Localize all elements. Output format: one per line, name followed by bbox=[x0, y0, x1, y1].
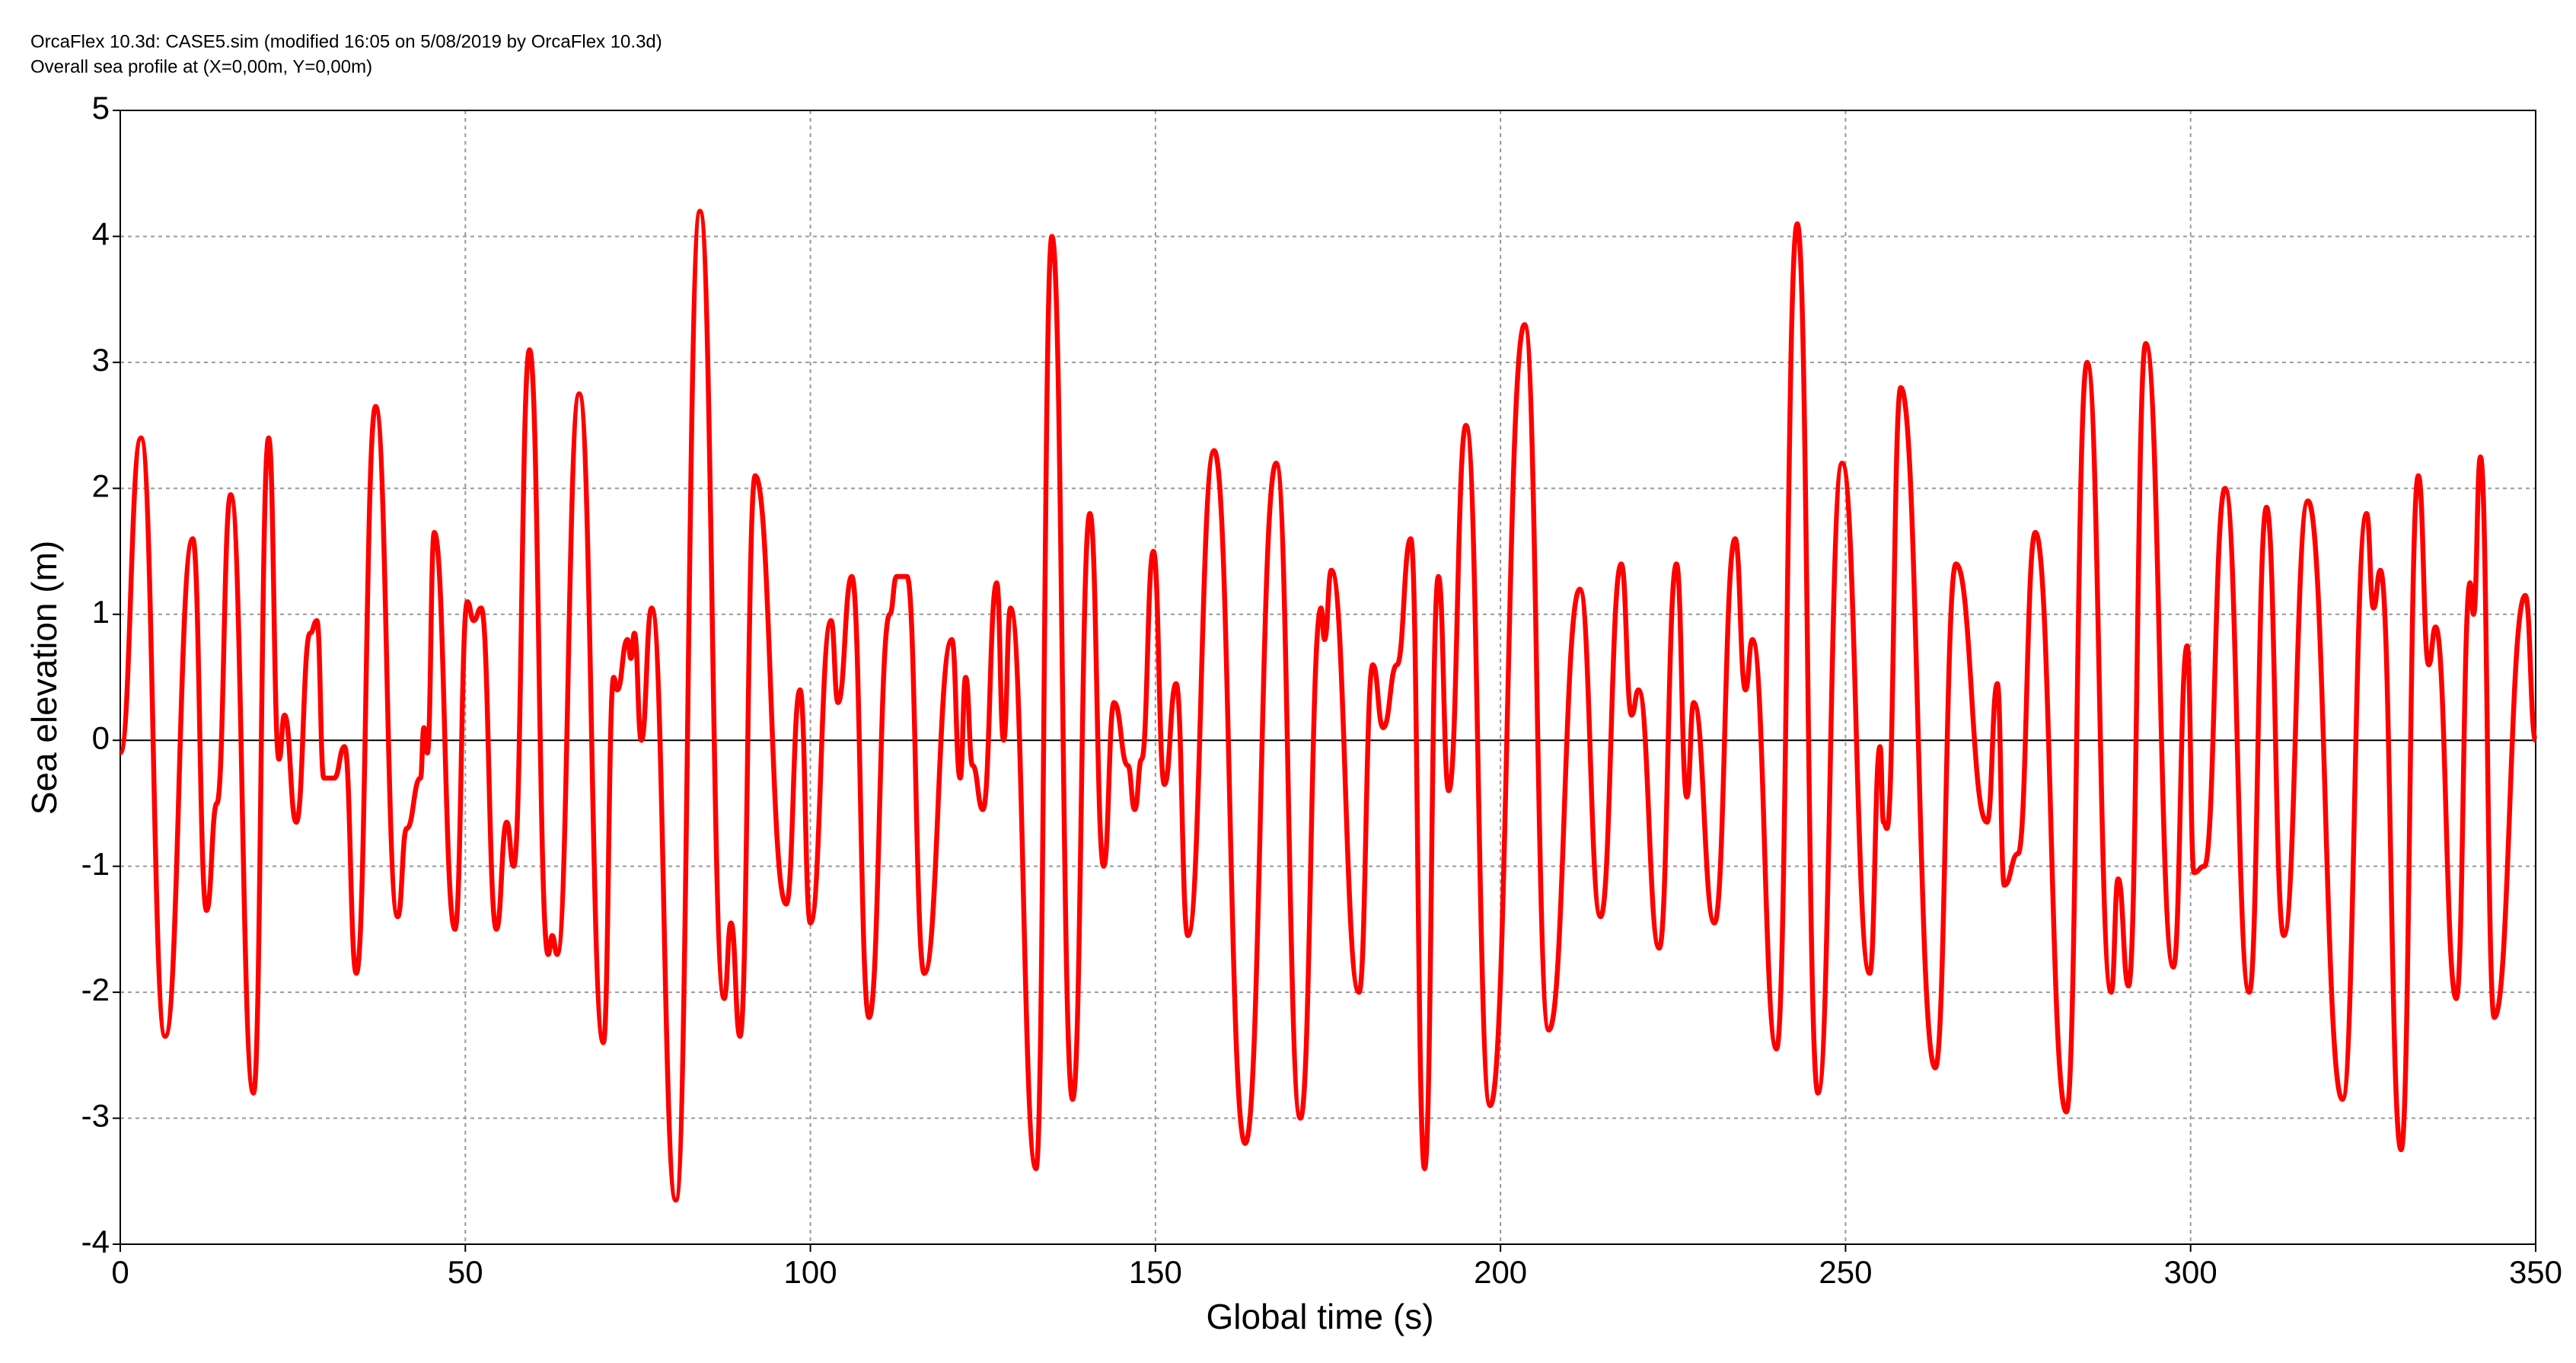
y-tick-label: -2 bbox=[81, 972, 110, 1007]
x-tick-label: 200 bbox=[1474, 1254, 1527, 1290]
y-tick-label: 1 bbox=[92, 594, 110, 630]
y-tick-label: -4 bbox=[81, 1224, 110, 1259]
x-tick-label: 0 bbox=[111, 1254, 129, 1290]
y-tick-label: 5 bbox=[92, 90, 110, 126]
y-tick-label: -3 bbox=[81, 1098, 110, 1134]
series-line bbox=[117, 209, 2539, 1203]
x-tick-label: 350 bbox=[2509, 1254, 2562, 1290]
x-tick-label: 250 bbox=[1819, 1254, 1872, 1290]
y-tick-label: 0 bbox=[92, 720, 110, 755]
y-tick-label: 2 bbox=[92, 468, 110, 503]
x-axis-label: Global time (s) bbox=[1206, 1297, 1433, 1336]
y-axis-label: Sea elevation (m) bbox=[24, 541, 64, 816]
x-tick-label: 50 bbox=[448, 1254, 483, 1290]
x-tick-label: 100 bbox=[784, 1254, 837, 1290]
x-tick-label: 150 bbox=[1129, 1254, 1182, 1290]
plot-frame bbox=[120, 110, 2536, 1245]
y-tick-label: 3 bbox=[92, 342, 110, 378]
chart-subtitle: Overall sea profile at (X=0,00m, Y=0,00m… bbox=[30, 56, 372, 77]
y-tick-label: 4 bbox=[92, 216, 110, 252]
chart-title: OrcaFlex 10.3d: CASE5.sim (modified 16:0… bbox=[30, 31, 662, 52]
y-tick-label: -1 bbox=[81, 846, 110, 882]
x-tick-label: 300 bbox=[2164, 1254, 2217, 1290]
